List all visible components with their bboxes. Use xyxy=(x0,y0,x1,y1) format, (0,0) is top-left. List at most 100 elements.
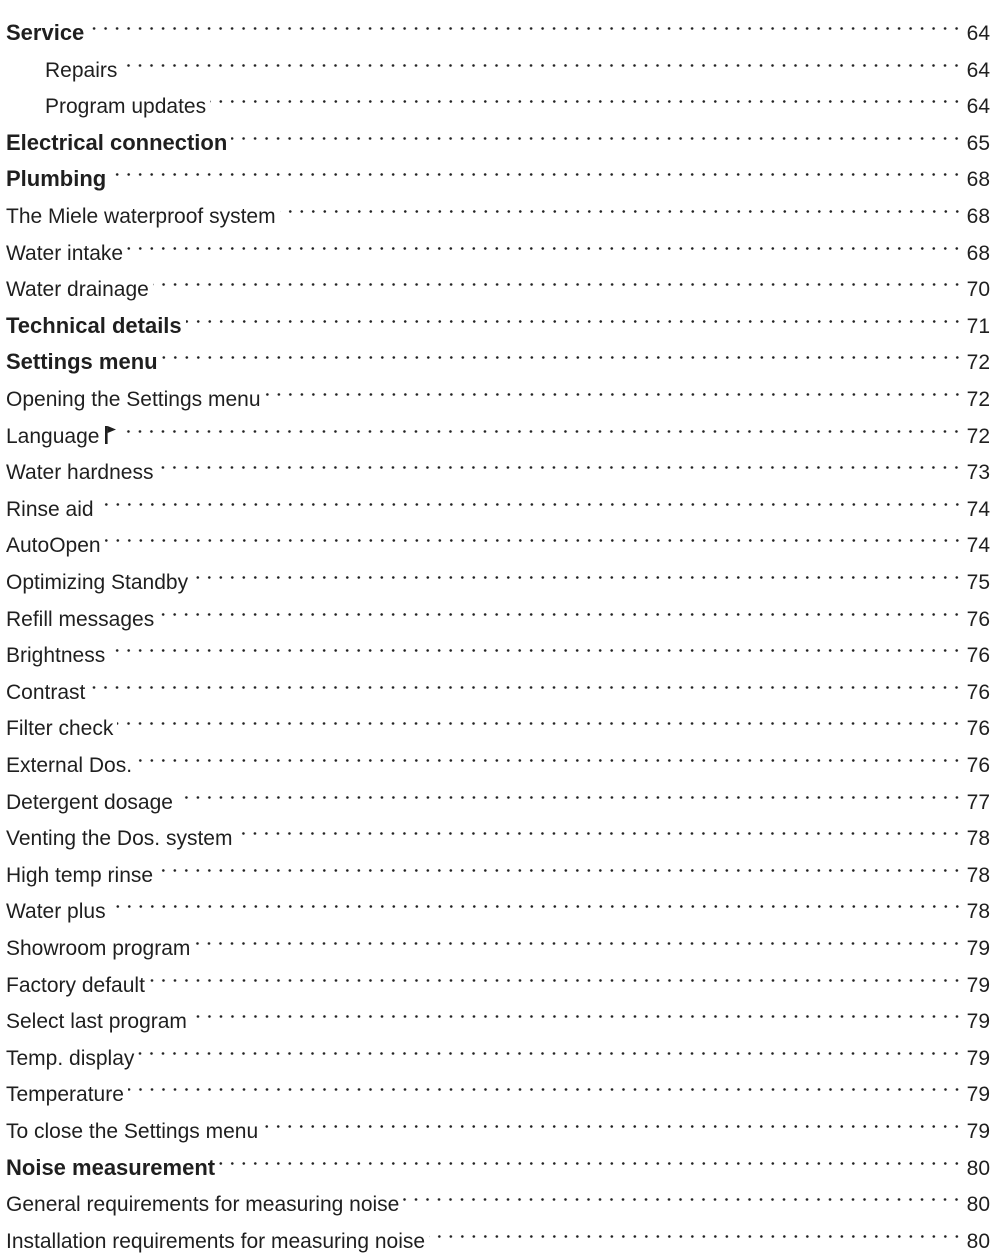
toc-entry-label: Water hardness xyxy=(6,454,155,491)
toc-entry[interactable]: Showroom program 79 xyxy=(6,918,990,960)
toc-entry-label: Repairs xyxy=(45,52,119,89)
toc-entry[interactable]: Temp. display 79 xyxy=(6,1028,990,1070)
dot-leader xyxy=(278,186,965,223)
dot-leader xyxy=(108,149,964,186)
toc-entry-title: Program updates xyxy=(45,95,207,119)
toc-entry[interactable]: High temp rinse 78 xyxy=(6,845,990,887)
toc-entry-page-number: 68 xyxy=(966,205,990,228)
toc-entry[interactable]: Repairs 64 xyxy=(45,40,990,82)
toc-entry-title: Temp. display xyxy=(6,1046,135,1070)
dot-leader xyxy=(229,113,964,150)
toc-entry[interactable]: Noise measurement 80 xyxy=(6,1138,990,1180)
toc-entry-page-number: 76 xyxy=(966,717,990,741)
dot-leader xyxy=(175,772,965,809)
dot-leader xyxy=(147,955,965,992)
toc-entry-page-number: 64 xyxy=(966,22,990,45)
toc-entry[interactable]: Brightness 76 xyxy=(6,625,990,667)
toc-entry-label: Opening the Settings menu xyxy=(6,381,263,418)
toc-entry[interactable]: Installation requirements for measuring … xyxy=(6,1211,990,1253)
toc-entry[interactable]: Factory default 79 xyxy=(6,955,990,997)
toc-entry-page-number: 76 xyxy=(966,754,990,777)
toc-entry-title: Refill messages xyxy=(6,607,155,631)
dot-leader xyxy=(86,3,964,40)
toc-entry-page-number: 74 xyxy=(966,534,990,558)
toc-entry-title: Water plus xyxy=(6,900,106,924)
toc-entry-title: Installation requirements for measuring … xyxy=(6,1229,426,1253)
toc-entry-page-number: 78 xyxy=(966,900,990,924)
toc-entry-page-number: 71 xyxy=(966,314,990,338)
toc-entry-page-number: 79 xyxy=(966,1120,990,1143)
toc-entry-label: Water intake xyxy=(6,235,125,272)
toc-entry-title: Rinse aid xyxy=(6,497,94,521)
toc-entry[interactable]: Venting the Dos. system 78 xyxy=(6,808,990,850)
toc-entry[interactable]: Water plus 78 xyxy=(6,881,990,923)
toc-entry-label: Detergent dosage xyxy=(6,784,175,821)
toc-entry[interactable]: AutoOpen 74 xyxy=(6,515,990,557)
toc-entry[interactable]: Rinse aid 74 xyxy=(6,479,990,521)
toc-entry[interactable]: Electrical connection 65 xyxy=(6,113,990,155)
dot-leader xyxy=(156,589,964,626)
toc-entry-title: Temperature xyxy=(6,1083,124,1107)
toc-entry-title: Service xyxy=(6,20,85,45)
toc-entry[interactable]: Opening the Settings menu 72 xyxy=(6,369,990,411)
toc-entry-title: Plumbing xyxy=(6,166,107,192)
toc-entry-title: Settings menu xyxy=(6,349,158,375)
dot-leader xyxy=(190,552,965,589)
toc-entry-label: Technical details xyxy=(6,307,184,344)
toc-entry[interactable]: Language 72 xyxy=(6,406,990,448)
toc-entry[interactable]: Contrast 76 xyxy=(6,662,990,704)
toc-entry-label: Rinse aid xyxy=(6,491,96,528)
dot-leader xyxy=(119,406,964,443)
toc-entry[interactable]: Water hardness 73 xyxy=(6,442,990,484)
toc-entry[interactable]: Service 64 xyxy=(6,3,990,45)
toc-entry-page-number: 64 xyxy=(966,95,990,119)
toc-entry[interactable]: Temperature 79 xyxy=(6,1064,990,1106)
toc-entry-title: General requirements for measuring noise xyxy=(6,1193,400,1217)
dot-leader xyxy=(155,442,964,479)
toc-entry[interactable]: Water drainage 70 xyxy=(6,259,990,301)
toc-entry[interactable]: Settings menu 72 xyxy=(6,332,990,374)
toc-entry-label: External Dos. xyxy=(6,747,134,784)
toc-entry[interactable]: Detergent dosage 77 xyxy=(6,772,990,814)
toc-entry-title: Water drainage xyxy=(6,278,149,302)
toc-entry-label: Filter check xyxy=(6,710,115,747)
dot-leader xyxy=(160,332,965,369)
toc-entry-label: Plumbing xyxy=(6,160,108,197)
toc-entry[interactable]: Program updates 64 xyxy=(45,76,990,118)
toc-entry-title: Contrast xyxy=(6,680,86,704)
toc-entry-label: Temperature xyxy=(6,1076,126,1113)
toc-entry-title: Showroom program xyxy=(6,937,191,960)
toc-entry[interactable]: Optimizing Standby 75 xyxy=(6,552,990,594)
toc-entry[interactable]: Plumbing 68 xyxy=(6,149,990,191)
dot-leader xyxy=(217,1138,965,1175)
toc-entry-page-number: 78 xyxy=(966,863,990,887)
toc-entry-label: Showroom program xyxy=(6,930,192,967)
toc-entry-page-number: 76 xyxy=(966,644,990,668)
toc-entry-title: AutoOpen xyxy=(6,534,101,558)
dot-leader xyxy=(107,625,964,662)
toc-entry-label: Factory default xyxy=(6,967,147,1004)
toc-entry[interactable]: Water intake 68 xyxy=(6,223,990,265)
dot-leader xyxy=(234,808,964,845)
dot-leader xyxy=(192,918,964,955)
toc-entry[interactable]: Refill messages 76 xyxy=(6,589,990,631)
toc-entry-label: Service xyxy=(6,14,86,51)
toc-entry-label: Contrast xyxy=(6,674,87,711)
toc-entry-label: Language xyxy=(6,418,119,455)
toc-entry-page-number: 70 xyxy=(966,278,990,302)
toc-entry-title: Water hardness xyxy=(6,461,154,485)
toc-entry-page-number: 65 xyxy=(966,131,990,155)
toc-entry[interactable]: General requirements for measuring noise… xyxy=(6,1174,990,1216)
toc-entry-label: High temp rinse xyxy=(6,857,155,894)
toc-entry[interactable]: To close the Settings menu 79 xyxy=(6,1101,990,1143)
toc-entry[interactable]: Select last program 79 xyxy=(6,991,990,1033)
toc-entry-title: Brightness xyxy=(6,644,106,668)
dot-leader xyxy=(155,845,965,882)
toc-entry-title: High temp rinse xyxy=(6,863,154,887)
toc-entry[interactable]: The Miele waterproof system 68 xyxy=(6,186,990,228)
toc-entry[interactable]: External Dos. 76 xyxy=(6,735,990,777)
toc-entry-page-number: 80 xyxy=(966,1193,990,1217)
dot-leader xyxy=(263,369,965,406)
toc-entry[interactable]: Technical details 71 xyxy=(6,296,990,338)
toc-entry[interactable]: Filter check 76 xyxy=(6,698,990,740)
